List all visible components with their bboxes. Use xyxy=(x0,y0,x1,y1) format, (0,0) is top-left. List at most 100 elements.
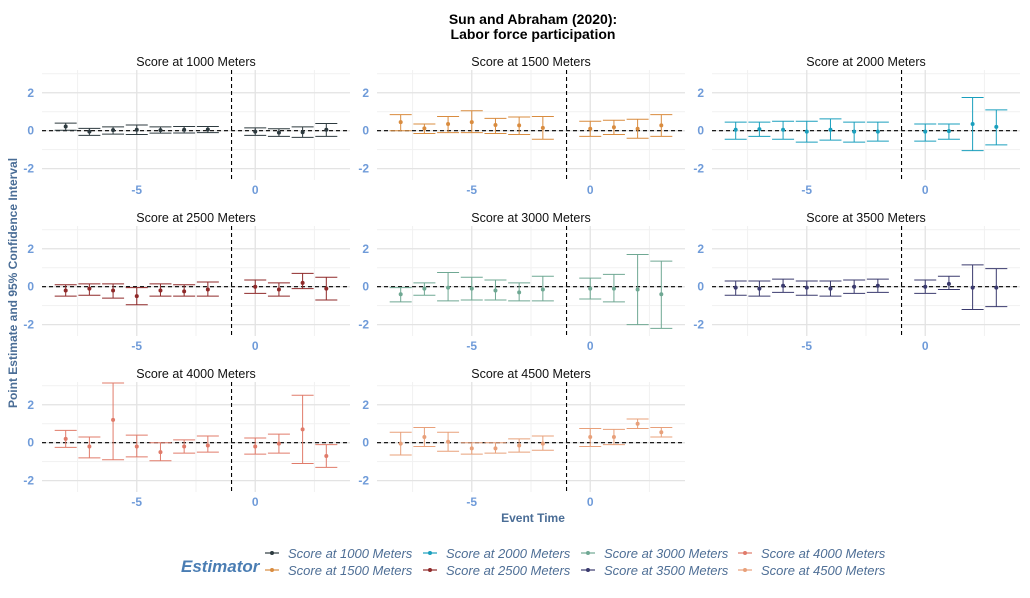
legend-label: Score at 4500 Meters xyxy=(761,563,886,578)
y-tick-label: 0 xyxy=(697,280,704,294)
errorbar xyxy=(819,118,842,141)
errorbar xyxy=(78,436,101,459)
errorbar xyxy=(626,418,649,429)
errorbar xyxy=(866,278,889,293)
errorbar xyxy=(460,110,483,134)
errorbar xyxy=(149,283,172,297)
panel-title: Score at 2000 Meters xyxy=(806,55,926,69)
x-tick-label: 0 xyxy=(252,183,259,197)
errorbar xyxy=(819,280,842,297)
legend-label: Score at 1500 Meters xyxy=(288,563,413,578)
y-tick-label: -2 xyxy=(358,318,369,332)
point-estimate xyxy=(300,280,305,285)
point-estimate xyxy=(324,286,329,291)
errorbar xyxy=(724,280,747,296)
legend-key-point xyxy=(586,551,590,555)
point-estimate xyxy=(588,435,593,439)
x-tick-label: -5 xyxy=(801,339,812,353)
point-estimate xyxy=(588,126,593,131)
errorbar xyxy=(602,428,625,446)
point-estimate xyxy=(422,435,427,439)
panel-title: Score at 1000 Meters xyxy=(136,55,256,69)
panel-3: Score at 2000 Meters -2 0 2 -5 0 xyxy=(693,55,1020,197)
point-estimate xyxy=(540,441,545,446)
legend-title: Estimator xyxy=(181,557,261,576)
legend-key-point xyxy=(270,568,274,572)
point-estimate xyxy=(469,120,474,125)
errorbar xyxy=(389,431,412,456)
panel-6: Score at 3500 Meters -2 0 2 -5 0 xyxy=(693,211,1020,353)
point-estimate xyxy=(493,288,498,293)
errorbar xyxy=(795,120,818,143)
point-estimate xyxy=(182,289,187,294)
errorbar xyxy=(315,444,338,468)
errorbar xyxy=(484,442,507,454)
legend-label: Score at 2500 Meters xyxy=(446,563,571,578)
errorbar xyxy=(508,438,531,453)
errorbar xyxy=(78,127,101,136)
errorbar xyxy=(724,121,747,140)
y-tick-label: -2 xyxy=(693,318,704,332)
point-estimate xyxy=(540,125,545,130)
errorbar xyxy=(484,279,507,301)
point-estimate xyxy=(469,446,474,451)
point-estimate xyxy=(300,427,305,432)
legend-label: Score at 3000 Meters xyxy=(604,546,729,561)
point-estimate xyxy=(276,287,281,292)
errorbar xyxy=(125,124,148,135)
point-estimate xyxy=(781,127,786,132)
errorbar xyxy=(937,275,960,291)
point-estimate xyxy=(517,290,522,295)
point-estimate xyxy=(517,123,522,128)
errorbar xyxy=(125,434,148,458)
errorbar xyxy=(650,260,673,329)
y-tick-label: 0 xyxy=(27,436,34,450)
errorbar xyxy=(531,275,554,302)
errorbar xyxy=(437,431,460,452)
y-tick-label: -2 xyxy=(358,162,369,176)
x-tick-label: 0 xyxy=(252,339,259,353)
point-estimate xyxy=(446,285,451,290)
point-estimate xyxy=(517,443,522,448)
point-estimate xyxy=(757,127,762,132)
errorbar xyxy=(460,442,483,455)
errorbar xyxy=(579,427,602,447)
errorbar xyxy=(961,97,984,152)
point-estimate xyxy=(398,120,403,125)
y-tick-label: 2 xyxy=(27,398,34,412)
point-estimate xyxy=(398,292,403,297)
legend-item: Score at 4000 Meters xyxy=(738,546,886,561)
y-tick-label: 0 xyxy=(362,280,369,294)
errorbar xyxy=(437,271,460,302)
point-estimate xyxy=(635,287,640,292)
chart-title-line1: Sun and Abraham (2020): xyxy=(449,11,617,27)
errorbar xyxy=(54,284,77,297)
errorbar xyxy=(267,433,290,454)
point-estimate xyxy=(733,127,738,132)
point-estimate xyxy=(111,288,116,293)
errorbar xyxy=(315,122,338,137)
panel-title: Score at 3000 Meters xyxy=(471,211,591,225)
point-estimate xyxy=(253,284,258,289)
point-estimate xyxy=(852,129,857,134)
errorbar xyxy=(772,120,795,140)
errorbar xyxy=(460,276,483,301)
x-tick-label: 0 xyxy=(587,183,594,197)
errorbar xyxy=(602,119,625,135)
panel-title: Score at 2500 Meters xyxy=(136,211,256,225)
errorbar xyxy=(244,127,267,136)
y-tick-label: -2 xyxy=(23,162,34,176)
errorbar xyxy=(985,268,1008,308)
legend-item: Score at 4500 Meters xyxy=(738,563,886,578)
point-estimate xyxy=(134,294,139,299)
panel-4: Score at 2500 Meters -2 0 2 -5 0 xyxy=(23,211,350,353)
errorbar xyxy=(985,109,1008,146)
errorbar xyxy=(748,121,771,137)
y-tick-label: 2 xyxy=(697,242,704,256)
point-estimate xyxy=(324,127,329,132)
errorbar xyxy=(315,276,338,301)
point-estimate xyxy=(970,122,975,127)
legend-key-point xyxy=(743,568,747,572)
x-tick-label: 0 xyxy=(922,183,929,197)
